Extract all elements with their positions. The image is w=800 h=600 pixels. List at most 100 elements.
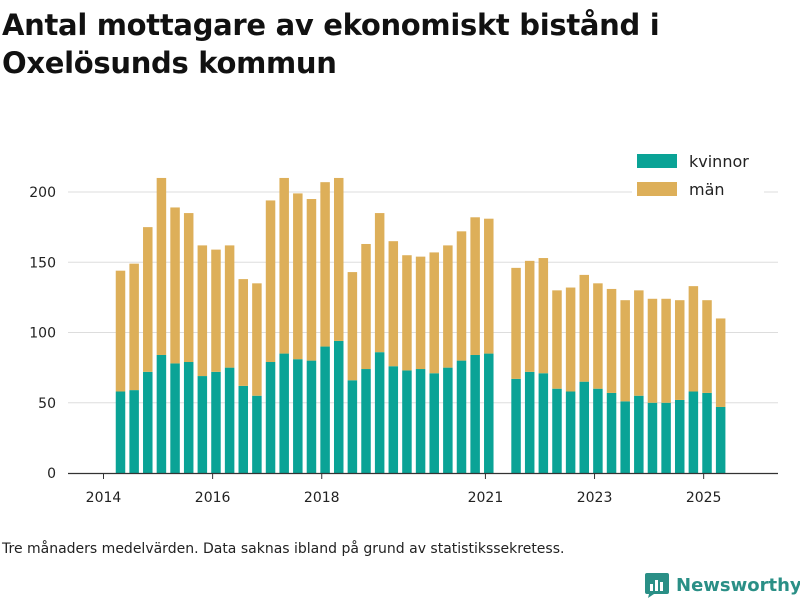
bar-man — [511, 267, 521, 379]
bar-kvinnor — [143, 371, 153, 473]
bar-kvinnor — [279, 353, 289, 473]
newsworthy-logo-icon — [645, 573, 669, 598]
bar-kvinnor — [129, 390, 139, 473]
bar-kvinnor — [388, 366, 399, 473]
bar-kvinnor — [606, 392, 617, 473]
bar-kvinnor — [538, 373, 549, 473]
bar-man — [388, 241, 399, 367]
bar-man — [688, 286, 699, 392]
bar-man — [183, 213, 194, 363]
bar-man — [279, 177, 289, 354]
bar-man — [306, 199, 317, 361]
bar-man — [265, 200, 276, 363]
bar-kvinnor — [702, 392, 712, 473]
bar-kvinnor — [579, 381, 590, 473]
bar-kvinnor — [374, 352, 385, 473]
bar-man — [620, 300, 630, 402]
bar-man — [647, 298, 658, 403]
legend-swatch-kvinnor — [637, 154, 677, 168]
bar-man — [143, 227, 153, 372]
bar-kvinnor — [238, 385, 249, 473]
bar-kvinnor — [484, 353, 494, 473]
bar-man — [715, 318, 726, 407]
bar-kvinnor — [511, 378, 521, 473]
bar-man — [524, 260, 535, 372]
page-title: Antal mottagare av ekonomiskt bistånd i … — [2, 8, 660, 80]
bar-kvinnor — [456, 360, 467, 473]
bar-kvinnor — [552, 388, 562, 473]
x-tick-label: 2014 — [86, 490, 122, 506]
bar-kvinnor — [524, 371, 535, 473]
bar-kvinnor — [156, 354, 167, 473]
bar-kvinnor — [306, 360, 317, 473]
x-tick-label: 2021 — [468, 490, 504, 506]
bar-kvinnor — [265, 362, 276, 473]
bar-kvinnor — [470, 354, 480, 473]
x-tick-label: 2018 — [304, 490, 340, 506]
bar-man — [415, 256, 426, 370]
bar-kvinnor — [565, 391, 576, 473]
bar-kvinnor — [197, 376, 208, 473]
y-tick-label: 200 — [29, 185, 56, 201]
legend-label: män — [689, 180, 725, 199]
y-tick-label: 0 — [47, 466, 56, 482]
bar-kvinnor — [443, 367, 453, 473]
bar-kvinnor — [593, 388, 603, 473]
bar-man — [579, 274, 590, 382]
bar-man — [333, 177, 344, 341]
bar-kvinnor — [333, 340, 344, 473]
bar-man — [197, 245, 208, 377]
bar-man — [252, 283, 262, 396]
bar-group — [115, 177, 726, 473]
bar-kvinnor — [647, 402, 658, 473]
bar-kvinnor — [224, 367, 235, 473]
bar-man — [634, 290, 644, 396]
bar-kvinnor — [415, 369, 426, 473]
footnote: Tre månaders medelvärden. Data saknas ib… — [2, 541, 565, 557]
x-tick-label: 2023 — [577, 490, 613, 506]
x-tick-label: 2016 — [195, 490, 231, 506]
bar-kvinnor — [293, 359, 303, 473]
bar-man — [170, 207, 180, 364]
bar-man — [552, 290, 562, 389]
bar-kvinnor — [661, 402, 671, 473]
bar-kvinnor — [688, 391, 699, 473]
bar-kvinnor — [429, 373, 439, 473]
bar-man — [456, 231, 467, 361]
bar-man — [320, 182, 330, 347]
bar-man — [361, 243, 371, 370]
bar-man — [661, 298, 671, 403]
brand-name: Newsworthy — [676, 574, 800, 596]
bar-man — [347, 272, 358, 381]
bar-kvinnor — [170, 363, 180, 473]
bar-man — [538, 258, 549, 374]
y-tick-label: 100 — [29, 326, 56, 342]
bar-man — [293, 193, 303, 360]
bar-man — [443, 245, 453, 368]
axes: 0 50 100 150 200 2014 2016 2018 2021 2023 2025 — [29, 185, 778, 506]
bar-man — [211, 249, 221, 372]
y-tick-label: 150 — [29, 255, 56, 271]
bar-kvinnor — [320, 346, 330, 473]
bar-man — [129, 263, 139, 391]
bar-man — [606, 288, 617, 393]
bar-kvinnor — [620, 401, 630, 473]
bar-man — [702, 300, 712, 393]
bar-man — [224, 245, 235, 368]
bar-kvinnor — [634, 395, 644, 473]
bar-man — [156, 177, 167, 355]
bar-man — [484, 218, 494, 354]
bar-kvinnor — [361, 369, 371, 473]
bar-man — [593, 283, 603, 389]
bar-kvinnor — [183, 362, 194, 473]
brand-logo[interactable]: Newsworthy — [644, 570, 800, 600]
bar-kvinnor — [402, 370, 412, 473]
stacked-bar-chart: 0 50 100 150 200 2014 2016 2018 2021 2023 2025 kvi… — [29, 150, 778, 506]
bar-man — [115, 270, 126, 392]
bar-man — [565, 287, 576, 392]
bar-man — [674, 300, 685, 400]
bar-kvinnor — [211, 371, 221, 473]
x-tick-label: 2025 — [686, 490, 722, 506]
legend: kvinnor män — [632, 150, 764, 202]
legend-label: kvinnor — [689, 152, 749, 171]
